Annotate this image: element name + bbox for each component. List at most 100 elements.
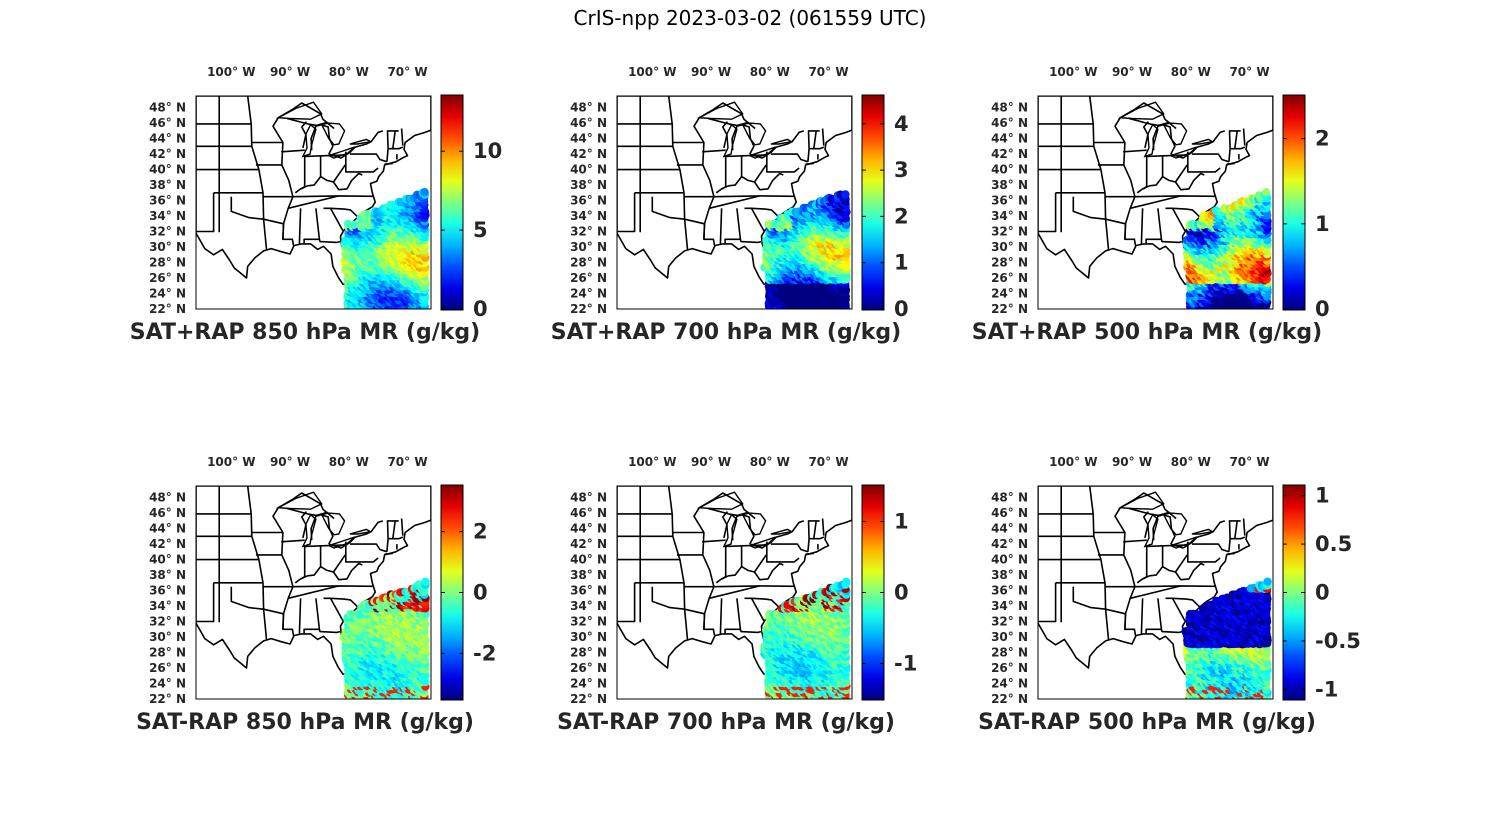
lat-tick-label: 22° N xyxy=(149,692,186,706)
lat-tick-label: 34° N xyxy=(149,209,186,223)
lat-tick-label: 26° N xyxy=(991,661,1028,675)
state-border xyxy=(384,552,393,555)
lat-tick-label: 38° N xyxy=(149,568,186,582)
colorbar-tick-label: 4 xyxy=(894,112,909,136)
state-border xyxy=(1088,486,1110,640)
lat-tick-label: 34° N xyxy=(149,599,186,613)
colorbar-tick-label: 5 xyxy=(473,218,488,242)
state-border xyxy=(1242,518,1246,536)
state-border xyxy=(1170,130,1226,159)
state-border xyxy=(1136,554,1188,584)
lat-tick-label: 42° N xyxy=(570,537,607,551)
state-border xyxy=(724,208,742,244)
state-border xyxy=(719,598,723,634)
colorbar-tick-label: -2 xyxy=(473,641,496,665)
state-border xyxy=(310,123,334,155)
lat-tick-label: 36° N xyxy=(991,194,1028,208)
lon-tick-label: 100° W xyxy=(1049,65,1097,79)
lon-tick-label: 70° W xyxy=(1229,65,1269,79)
state-border xyxy=(329,207,344,232)
state-border xyxy=(753,562,784,581)
map-frame xyxy=(195,95,432,310)
state-border xyxy=(328,520,384,549)
state-border xyxy=(709,585,760,600)
colorbar-tick-label: -0.5 xyxy=(1315,629,1361,653)
state-border xyxy=(651,586,685,610)
state-border xyxy=(196,192,215,233)
colorbar-tick-label: 3 xyxy=(894,158,909,182)
state-border xyxy=(713,195,795,198)
state-border xyxy=(286,507,328,517)
state-border xyxy=(230,586,264,610)
state-border xyxy=(1152,123,1176,155)
lat-tick-label: 32° N xyxy=(149,615,186,629)
map-850-diff: 100° W 90° W 80° W 70° W 48° N46° N 44° N42° … xyxy=(149,455,496,706)
lon-tick-label: 100° W xyxy=(628,65,676,79)
lon-tick-label: 80° W xyxy=(329,455,369,469)
lat-tick-label: 34° N xyxy=(991,209,1028,223)
state-border xyxy=(1072,196,1106,220)
state-border xyxy=(400,518,404,536)
panel-500-total: 100° W 90° W 80° W 70° W 48° N 46° N 44° N 42° … xyxy=(962,56,1362,356)
state-border xyxy=(821,128,825,146)
lat-tick-label: 42° N xyxy=(991,537,1028,551)
state-border xyxy=(272,507,294,630)
lat-tick-label: 48° N xyxy=(991,491,1028,505)
lat-tick-label: 44° N xyxy=(570,132,607,146)
lat-tick-label: 38° N xyxy=(570,568,607,582)
lat-tick-label: 24° N xyxy=(991,287,1028,301)
lat-tick-label: 42° N xyxy=(991,147,1028,161)
lon-tick-label: 90° W xyxy=(270,455,310,469)
state-border xyxy=(1130,585,1181,600)
lat-tick-label: 28° N xyxy=(991,646,1028,660)
state-border xyxy=(749,130,805,159)
state-border xyxy=(1145,598,1163,634)
lat-tick-label: 22° N xyxy=(149,302,186,316)
state-border xyxy=(1160,239,1183,244)
state-border xyxy=(739,239,762,244)
map-area xyxy=(196,96,431,309)
lat-tick-label: 26° N xyxy=(991,271,1028,285)
state-border xyxy=(392,130,396,149)
colorbar-tick-label: 0 xyxy=(473,297,488,321)
lat-tick-label: 48° N xyxy=(991,101,1028,115)
state-border xyxy=(349,153,388,163)
state-border xyxy=(323,207,359,218)
lat-tick-label: 22° N xyxy=(570,692,607,706)
panel-850-total: 100° W 90° W 80° W 70° W 48° N 46° N 44° N 42° … xyxy=(120,56,520,356)
state-border xyxy=(323,597,359,608)
state-border xyxy=(298,208,302,244)
lon-tick-label: 80° W xyxy=(1171,455,1211,469)
lat-tick-label: 22° N xyxy=(570,302,607,316)
state-border xyxy=(709,195,760,210)
lat-tick-label: 40° N xyxy=(991,553,1028,567)
state-border xyxy=(1136,164,1188,194)
lat-tick-label: 28° N xyxy=(570,256,607,270)
lon-tick-label: 70° W xyxy=(387,65,427,79)
lon-tick-label: 80° W xyxy=(750,65,790,79)
state-border xyxy=(713,585,795,588)
state-border xyxy=(1072,586,1106,610)
colorbar-tick-label: 0 xyxy=(473,581,488,605)
state-border xyxy=(744,207,780,218)
state-border xyxy=(1134,195,1216,198)
colorbar-tick-label: 2 xyxy=(894,204,909,228)
lat-tick-label: 46° N xyxy=(570,506,607,520)
colorbar-tick-label: 0 xyxy=(1315,297,1330,321)
state-border xyxy=(724,598,742,634)
state-border xyxy=(288,195,339,210)
lat-tick-label: 46° N xyxy=(149,506,186,520)
lat-tick-label: 28° N xyxy=(570,646,607,660)
lat-tick-label: 48° N xyxy=(149,491,186,505)
panel-title-700-total: SAT+RAP 700 hPa MR (g/kg) xyxy=(550,320,902,345)
state-border xyxy=(349,543,388,553)
lat-tick-label: 44° N xyxy=(149,522,186,536)
state-border xyxy=(345,151,379,173)
colorbar-tick-label: -1 xyxy=(1315,677,1338,701)
map-frame xyxy=(1037,95,1274,310)
lon-tick-label: 100° W xyxy=(628,455,676,469)
lat-tick-label: 24° N xyxy=(570,677,607,691)
state-border xyxy=(230,196,264,220)
state-border xyxy=(303,598,321,634)
state-border xyxy=(766,151,800,173)
